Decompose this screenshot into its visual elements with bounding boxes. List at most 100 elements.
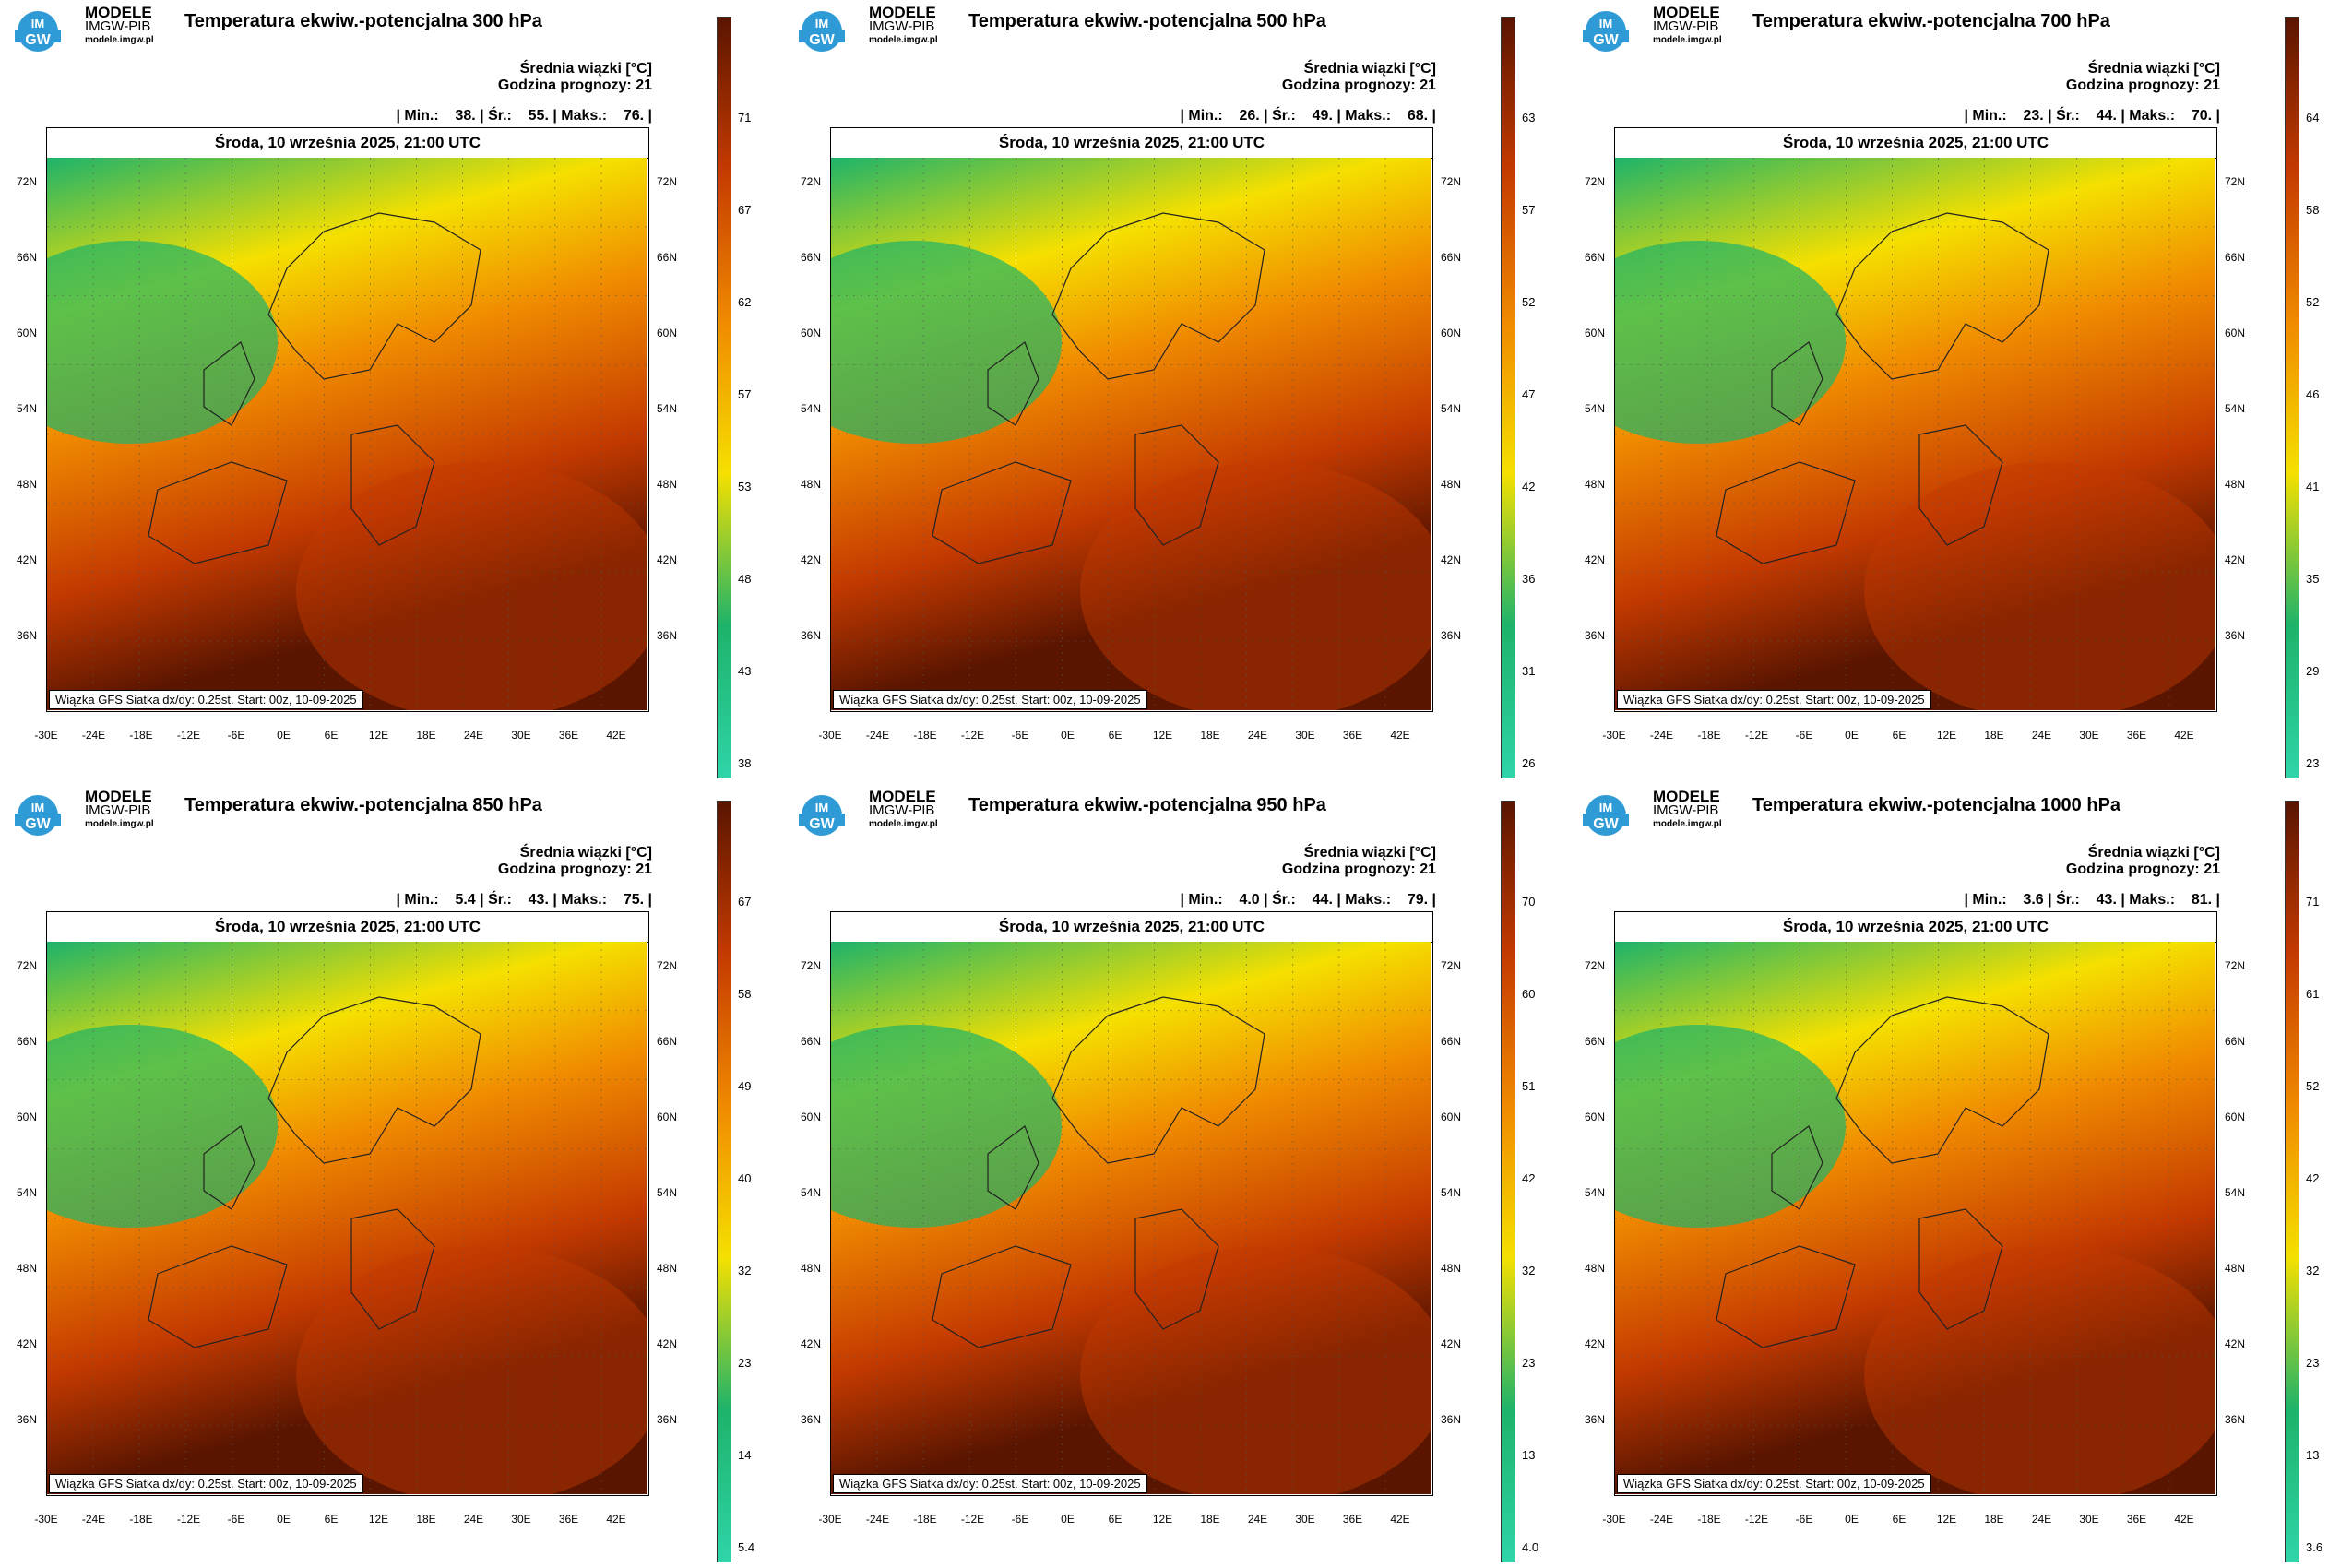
- field-map: [1615, 158, 2215, 710]
- colorbar-tick: 62: [738, 295, 752, 309]
- lon-label: -30E: [818, 1513, 842, 1526]
- date-bar: Środa, 10 września 2025, 21:00 UTC: [47, 128, 648, 159]
- lat-label: 36N: [1441, 1413, 1462, 1426]
- lat-label: 72N: [801, 175, 822, 188]
- lat-label: 48N: [801, 478, 822, 491]
- lat-label: 42N: [2225, 553, 2246, 566]
- lon-label: 42E: [1390, 1513, 1410, 1526]
- lon-label: -30E: [34, 729, 58, 742]
- imgw-logo: IM GW: [11, 793, 65, 837]
- mean-label: Średnia wiązki [°C]: [1303, 845, 1436, 861]
- lon-label: 30E: [1295, 1513, 1315, 1526]
- logo-line-1: MODELE: [869, 788, 936, 805]
- lat-label: 72N: [657, 175, 678, 188]
- lon-label: -24E: [1649, 1513, 1674, 1526]
- lon-label: -24E: [865, 1513, 890, 1526]
- model-footnote: Wiązka GFS Siatka dx/dy: 0.25st. Start: …: [833, 690, 1147, 709]
- map-frame: Środa, 10 września 2025, 21:00 UTC Wiązka…: [46, 911, 649, 1496]
- colorbar-tick: 42: [1522, 1171, 1536, 1185]
- lon-label: -18E: [129, 1513, 153, 1526]
- lon-label: -6E: [1011, 1513, 1029, 1526]
- colorbar-tick: 14: [738, 1448, 752, 1462]
- lat-label: 42N: [1441, 553, 1462, 566]
- colorbar-tick: 53: [738, 480, 752, 493]
- lon-label: -6E: [227, 729, 245, 742]
- lon-label: -6E: [227, 1513, 245, 1526]
- colorbar-tick: 38: [738, 756, 752, 770]
- lon-label: -6E: [1795, 729, 1813, 742]
- lon-label: 0E: [1845, 729, 1859, 742]
- lat-label: 60N: [801, 1111, 822, 1123]
- svg-text:IM: IM: [1599, 17, 1612, 30]
- logo-text: MODELE IMGW-PIB modele.imgw.pl: [869, 788, 938, 831]
- stats-line: | Min.: 3.6 | Śr.: 43. | Maks.: 81. |: [1964, 892, 2220, 908]
- colorbar-tick: 41: [2306, 480, 2320, 493]
- lon-label: -24E: [865, 729, 890, 742]
- imgw-logo: IM GW: [1579, 793, 1633, 837]
- lon-label: 30E: [2079, 1513, 2099, 1526]
- mean-label: Średnia wiązki [°C]: [1303, 61, 1436, 77]
- lon-label: 18E: [1984, 729, 2004, 742]
- lat-label: 48N: [17, 1262, 38, 1275]
- lon-label: -18E: [1697, 1513, 1721, 1526]
- lat-label: 60N: [1441, 327, 1462, 339]
- lon-label: -30E: [1602, 729, 1626, 742]
- lat-label: 36N: [801, 629, 822, 642]
- lon-label: -30E: [34, 1513, 58, 1526]
- imgw-logo: IM GW: [11, 9, 65, 53]
- lat-label: 48N: [657, 1262, 678, 1275]
- lat-label: 54N: [1441, 402, 1462, 415]
- lat-label: 66N: [657, 251, 678, 264]
- colorbar-tick: 35: [2306, 572, 2320, 586]
- colorbar: [717, 801, 731, 1562]
- cold-region: [47, 241, 278, 444]
- lon-label: 24E: [1247, 1513, 1268, 1526]
- lon-label: 42E: [1390, 729, 1410, 742]
- lon-label: 36E: [558, 729, 579, 742]
- lon-label: 0E: [1061, 729, 1075, 742]
- colorbar-tick: 32: [2306, 1264, 2320, 1277]
- lon-label: -12E: [960, 729, 985, 742]
- colorbar-tick: 71: [2306, 895, 2320, 909]
- lon-label: -24E: [1649, 729, 1674, 742]
- map-frame: Środa, 10 września 2025, 21:00 UTC Wiązka…: [830, 911, 1433, 1496]
- lon-label: 6E: [1892, 1513, 1907, 1526]
- colorbar-tick: 29: [2306, 664, 2320, 678]
- lon-label: 0E: [1845, 1513, 1859, 1526]
- mean-info: Średnia wiązki [°C] Godzina prognozy: 21: [2066, 845, 2220, 878]
- lon-label: -6E: [1011, 729, 1029, 742]
- lon-label: 36E: [2126, 729, 2147, 742]
- logo-text: MODELE IMGW-PIB modele.imgw.pl: [1653, 5, 1722, 47]
- lat-label: 66N: [801, 1035, 822, 1048]
- lat-label: 66N: [2225, 251, 2246, 264]
- lon-label: 6E: [324, 1513, 339, 1526]
- lon-label: 30E: [1295, 729, 1315, 742]
- mean-label: Średnia wiązki [°C]: [2087, 845, 2220, 861]
- map-panel: IM GW MODELE IMGW-PIB modele.imgw.pl Temperat…: [1568, 784, 2352, 1568]
- colorbar: [717, 17, 731, 778]
- logo-line-2: IMGW-PIB: [869, 18, 935, 34]
- colorbar-tick: 60: [1522, 987, 1536, 1001]
- logo-line-3: modele.imgw.pl: [869, 819, 938, 829]
- map-title: Temperatura ekwiw.-potencjalna 700 hPa: [1752, 11, 2110, 31]
- lat-label: 54N: [801, 1186, 822, 1199]
- colorbar-tick: 63: [1522, 111, 1536, 125]
- lat-label: 36N: [17, 629, 38, 642]
- lat-label: 66N: [17, 1035, 38, 1048]
- lat-label: 48N: [2225, 478, 2246, 491]
- logo-line-2: IMGW-PIB: [869, 802, 935, 818]
- stats-line: | Min.: 38. | Śr.: 55. | Maks.: 76. |: [396, 108, 652, 124]
- colorbar-tick: 46: [2306, 387, 2320, 401]
- lon-label: 18E: [1200, 1513, 1220, 1526]
- lon-label: -18E: [1697, 729, 1721, 742]
- lon-label: 18E: [1200, 729, 1220, 742]
- lat-label: 48N: [1441, 1262, 1462, 1275]
- lat-label: 36N: [1441, 629, 1462, 642]
- lat-label: 66N: [1585, 251, 1606, 264]
- logo-text: MODELE IMGW-PIB modele.imgw.pl: [85, 5, 154, 47]
- lat-label: 54N: [17, 402, 38, 415]
- lon-label: 36E: [2126, 1513, 2147, 1526]
- mean-info: Średnia wiązki [°C] Godzina prognozy: 21: [2066, 61, 2220, 94]
- lon-label: 36E: [1342, 1513, 1363, 1526]
- colorbar-tick: 70: [1522, 895, 1536, 909]
